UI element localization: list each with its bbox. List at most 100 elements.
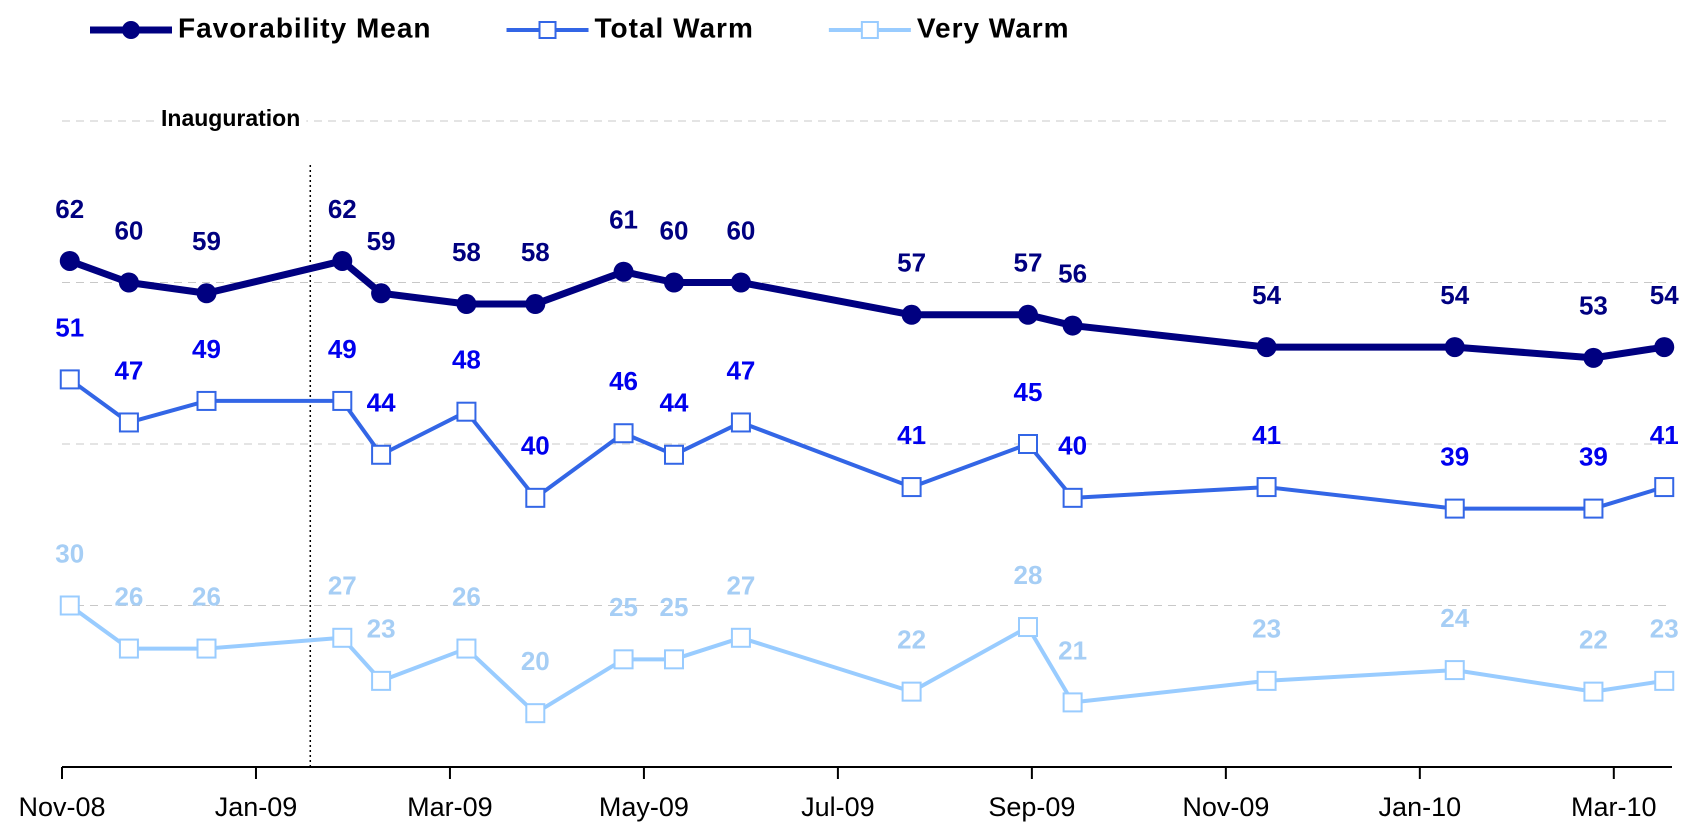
data-label: 53 xyxy=(1579,291,1608,321)
point xyxy=(1654,670,1675,691)
point xyxy=(901,681,922,702)
point xyxy=(59,595,80,616)
data-label: 39 xyxy=(1440,441,1469,471)
data-label: 58 xyxy=(452,237,481,267)
point xyxy=(456,401,477,422)
point xyxy=(1583,681,1604,702)
point xyxy=(730,412,751,433)
data-label: 51 xyxy=(55,312,84,342)
data-label: 59 xyxy=(367,226,396,256)
data-label: 28 xyxy=(1014,560,1043,590)
x-tick-label: Jul-09 xyxy=(801,792,875,822)
x-tick-label: May-09 xyxy=(599,792,689,822)
point xyxy=(730,627,751,648)
point xyxy=(371,283,392,304)
series-line xyxy=(68,257,1665,362)
data-label: 23 xyxy=(1650,614,1679,644)
legend-marker xyxy=(122,21,140,39)
point xyxy=(613,423,634,444)
point xyxy=(730,272,751,293)
point xyxy=(613,649,634,670)
point xyxy=(332,390,353,411)
x-tick-label: Jan-09 xyxy=(215,792,298,822)
point xyxy=(196,638,217,659)
point xyxy=(1444,498,1465,519)
point xyxy=(1654,337,1675,358)
point xyxy=(663,649,684,670)
point xyxy=(1583,347,1604,368)
data-label: 23 xyxy=(367,614,396,644)
point xyxy=(663,444,684,465)
x-tick-label: Nov-08 xyxy=(18,792,105,822)
data-label: 40 xyxy=(1058,431,1087,461)
data-label: 59 xyxy=(192,226,221,256)
point xyxy=(1444,660,1465,681)
data-label: 40 xyxy=(521,431,550,461)
legend-marker xyxy=(860,21,879,39)
data-label: 30 xyxy=(55,538,84,568)
data-label: 47 xyxy=(114,355,143,385)
point xyxy=(371,670,392,691)
point xyxy=(1018,617,1038,638)
data-label: 41 xyxy=(1252,420,1281,450)
point xyxy=(1583,498,1604,519)
legend-label: Favorability Mean xyxy=(178,12,432,43)
data-label: 22 xyxy=(1579,625,1608,655)
x-tick-label: Sep-09 xyxy=(988,792,1075,822)
data-label: 44 xyxy=(367,388,396,418)
data-label: 26 xyxy=(192,581,221,611)
point xyxy=(456,638,477,659)
data-label: 22 xyxy=(897,625,926,655)
point xyxy=(901,304,922,325)
x-tick-label: Nov-09 xyxy=(1182,792,1269,822)
data-label: 62 xyxy=(328,194,357,224)
point xyxy=(613,261,634,282)
legend-marker xyxy=(538,21,557,39)
x-tick-label: Jan-10 xyxy=(1379,792,1462,822)
data-label: 46 xyxy=(609,366,638,396)
point xyxy=(1062,692,1083,713)
point xyxy=(332,627,353,648)
point xyxy=(332,250,353,271)
data-label: 26 xyxy=(114,581,143,611)
data-label: 26 xyxy=(452,581,481,611)
data-label: 54 xyxy=(1650,280,1679,310)
data-label: 24 xyxy=(1440,603,1469,633)
point xyxy=(663,272,684,293)
data-label: 49 xyxy=(328,334,357,364)
point xyxy=(1654,477,1675,498)
annotation: Inauguration xyxy=(161,105,300,131)
legend-label: Very Warm xyxy=(917,12,1070,43)
data-label: 23 xyxy=(1252,614,1281,644)
data-label: 44 xyxy=(660,388,689,418)
data-label: 25 xyxy=(660,592,689,622)
data-label: 57 xyxy=(1014,248,1043,278)
data-label: 54 xyxy=(1252,280,1281,310)
data-label: 56 xyxy=(1058,258,1087,288)
x-tick-label: Mar-10 xyxy=(1571,792,1657,822)
point xyxy=(371,444,392,465)
data-label: 41 xyxy=(897,420,926,450)
point xyxy=(1256,337,1277,358)
point xyxy=(456,294,477,315)
data-label: 49 xyxy=(192,334,221,364)
data-label: 62 xyxy=(55,194,84,224)
data-label: 27 xyxy=(328,571,357,601)
point xyxy=(1062,315,1083,336)
point xyxy=(525,703,546,724)
legend-label: Total Warm xyxy=(595,12,754,43)
point xyxy=(525,487,546,508)
annotation-bg xyxy=(155,105,307,132)
data-label: 20 xyxy=(521,646,550,676)
data-label: 21 xyxy=(1058,635,1087,665)
point xyxy=(1018,304,1038,325)
x-tick-label: Mar-09 xyxy=(407,792,493,822)
series-line xyxy=(68,603,1665,716)
data-label: 48 xyxy=(452,345,481,375)
point xyxy=(59,250,80,271)
data-label: 60 xyxy=(660,215,689,245)
data-label: 47 xyxy=(726,355,755,385)
data-label: 54 xyxy=(1440,280,1469,310)
data-label: 45 xyxy=(1014,377,1043,407)
